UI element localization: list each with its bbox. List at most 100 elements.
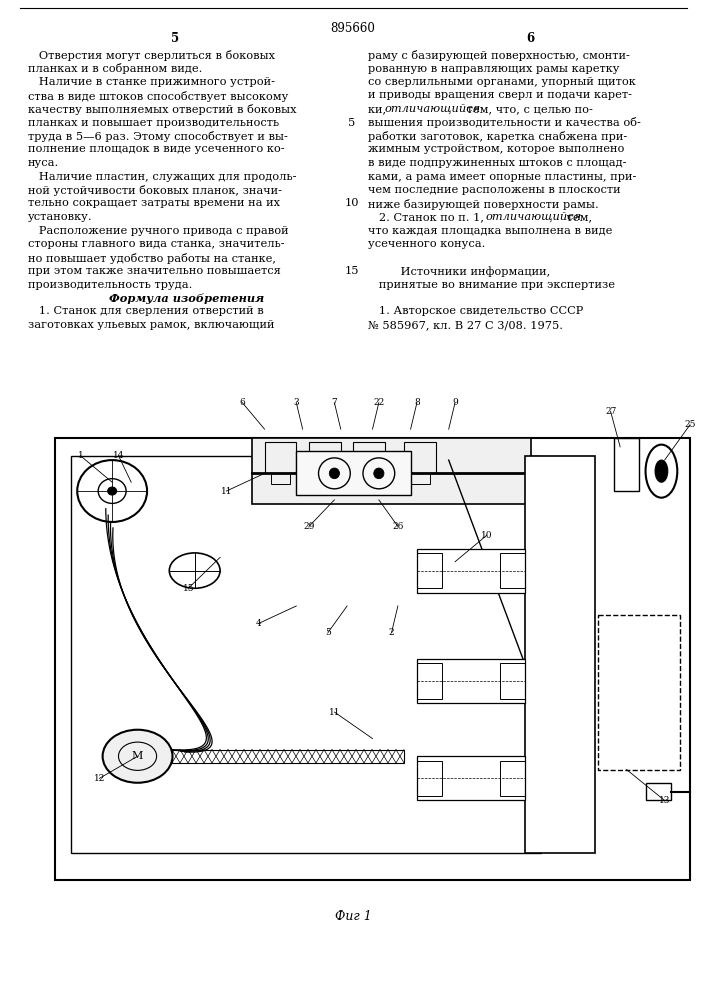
Text: 15: 15: [345, 266, 359, 276]
Bar: [500, 761, 525, 796]
Bar: [525, 456, 595, 853]
Text: нуса.: нуса.: [28, 158, 59, 168]
Text: 26: 26: [392, 522, 404, 531]
Text: полнение площадок в виде усеченного ко-: полнение площадок в виде усеченного ко-: [28, 144, 285, 154]
Text: 22: 22: [373, 398, 385, 407]
Text: рованную в направляющих рамы каретку: рованную в направляющих рамы каретку: [368, 64, 619, 74]
Text: вышения производительности и качества об-: вышения производительности и качества об…: [368, 117, 641, 128]
Text: 11: 11: [329, 708, 340, 717]
Text: в виде подпружиненных штоков с площад-: в виде подпружиненных штоков с площад-: [368, 158, 626, 168]
Text: 6: 6: [240, 398, 245, 407]
Ellipse shape: [329, 468, 339, 479]
Ellipse shape: [107, 487, 117, 495]
Text: 11: 11: [221, 487, 232, 496]
Text: жимным устройством, которое выполнено: жимным устройством, которое выполнено: [368, 144, 624, 154]
Ellipse shape: [374, 468, 384, 479]
Bar: [360, 473, 379, 484]
Text: при этом также значительно повышается: при этом также значительно повышается: [28, 266, 281, 276]
Text: 1: 1: [78, 451, 83, 460]
Bar: [417, 548, 525, 593]
Text: М: М: [132, 751, 144, 761]
Text: но повышает удобство работы на станке,: но повышает удобство работы на станке,: [28, 252, 276, 263]
Text: раму с базирующей поверхностью, смонти-: раму с базирующей поверхностью, смонти-: [368, 50, 630, 61]
Bar: [614, 438, 639, 491]
Text: Формула изобретения: Формула изобретения: [109, 293, 264, 304]
Text: 25: 25: [684, 420, 696, 429]
Text: 3: 3: [293, 398, 299, 407]
Text: планках и в собранном виде.: планках и в собранном виде.: [28, 64, 202, 75]
Text: ки,: ки,: [368, 104, 390, 114]
Bar: [645, 783, 671, 800]
Text: Расположение ручного привода с правой: Расположение ручного привода с правой: [28, 226, 288, 235]
Text: 12: 12: [94, 774, 105, 783]
Text: производительность труда.: производительность труда.: [28, 279, 192, 290]
Text: усеченного конуса.: усеченного конуса.: [368, 239, 486, 249]
Text: стороны главного вида станка, значитель-: стороны главного вида станка, значитель-: [28, 239, 285, 249]
Bar: [500, 553, 525, 588]
Text: 13: 13: [659, 796, 670, 805]
Text: со сверлильными органами, упорный щиток: со сверлильными органами, упорный щиток: [368, 77, 636, 87]
Text: принятые во внимание при экспертизе: принятые во внимание при экспертизе: [368, 279, 615, 290]
Bar: [417, 663, 443, 699]
Text: 2: 2: [389, 628, 395, 637]
Ellipse shape: [645, 445, 677, 498]
Bar: [411, 473, 430, 484]
Bar: [417, 756, 525, 800]
Bar: [417, 659, 525, 703]
Text: 5: 5: [171, 32, 179, 45]
Text: отличающийся: отличающийся: [486, 212, 582, 222]
Text: ной устойчивости боковых планок, значи-: ной устойчивости боковых планок, значи-: [28, 185, 282, 196]
Text: Наличие пластин, служащих для продоль-: Наличие пластин, служащих для продоль-: [28, 172, 296, 182]
Bar: [55, 438, 690, 880]
Ellipse shape: [655, 460, 668, 482]
Bar: [296, 451, 411, 495]
Text: тем, что, с целью по-: тем, что, с целью по-: [463, 104, 593, 114]
Text: 27: 27: [605, 407, 617, 416]
Text: отличающийся: отличающийся: [385, 104, 481, 114]
Text: 895660: 895660: [331, 22, 375, 35]
Bar: [309, 442, 341, 473]
Text: и приводы вращения сверл и подачи карет-: и приводы вращения сверл и подачи карет-: [368, 91, 632, 101]
Bar: [271, 473, 290, 484]
Text: 8: 8: [414, 398, 420, 407]
Bar: [71, 456, 541, 853]
Text: труда в 5—6 раз. Этому способствует и вы-: труда в 5—6 раз. Этому способствует и вы…: [28, 131, 288, 142]
Bar: [500, 663, 525, 699]
Bar: [598, 615, 680, 770]
Text: Наличие в станке прижимного устрой-: Наличие в станке прижимного устрой-: [28, 77, 275, 87]
Text: чем последние расположены в плоскости: чем последние расположены в плоскости: [368, 185, 621, 195]
Text: установку.: установку.: [28, 212, 93, 222]
Bar: [354, 442, 385, 473]
Text: 5: 5: [325, 628, 331, 637]
Text: Источники информации,: Источники информации,: [368, 266, 550, 277]
Text: ства в виде штоков способствует высокому: ства в виде штоков способствует высокому: [28, 91, 288, 102]
Text: 1. Станок для сверления отверстий в: 1. Станок для сверления отверстий в: [28, 306, 264, 316]
Text: заготовках ульевых рамок, включающий: заготовках ульевых рамок, включающий: [28, 320, 274, 330]
Text: Отверстия могут сверлиться в боковых: Отверстия могут сверлиться в боковых: [28, 50, 275, 61]
Text: 29: 29: [303, 522, 315, 531]
Ellipse shape: [103, 730, 173, 783]
Text: 7: 7: [332, 398, 337, 407]
Text: 10: 10: [481, 531, 493, 540]
Text: 9: 9: [452, 398, 458, 407]
Text: 10: 10: [345, 198, 359, 209]
Bar: [252, 438, 531, 504]
Bar: [315, 473, 334, 484]
Bar: [417, 553, 443, 588]
Bar: [173, 750, 404, 763]
Bar: [404, 442, 436, 473]
Text: планках и повышает производительность: планках и повышает производительность: [28, 117, 279, 127]
Text: тем,: тем,: [563, 212, 592, 222]
Text: 14: 14: [112, 451, 124, 460]
Text: тельно сокращает затраты времени на их: тельно сокращает затраты времени на их: [28, 198, 280, 209]
Text: ниже базирующей поверхности рамы.: ниже базирующей поверхности рамы.: [368, 198, 599, 210]
Text: работки заготовок, каретка снабжена при-: работки заготовок, каретка снабжена при-: [368, 131, 627, 142]
Text: что каждая площадка выполнена в виде: что каждая площадка выполнена в виде: [368, 226, 612, 235]
Text: 15: 15: [182, 584, 194, 593]
Bar: [417, 761, 443, 796]
Text: качеству выполняемых отверстий в боковых: качеству выполняемых отверстий в боковых: [28, 104, 296, 115]
Bar: [264, 442, 296, 473]
Text: 6: 6: [526, 32, 534, 45]
Text: 5: 5: [349, 117, 356, 127]
Text: № 585967, кл. В 27 С 3/08. 1975.: № 585967, кл. В 27 С 3/08. 1975.: [368, 320, 563, 330]
